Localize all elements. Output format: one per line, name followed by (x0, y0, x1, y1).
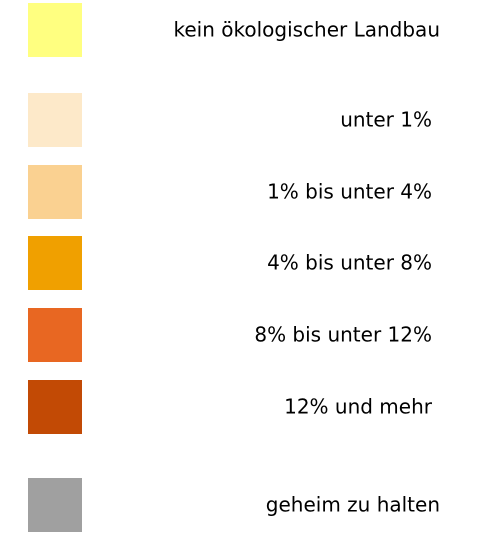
legend-label: 12% und mehr (284, 395, 433, 419)
legend-swatch (28, 236, 82, 290)
legend-label: 4% bis unter 8% (267, 251, 432, 275)
legend-label: 8% bis unter 12% (254, 323, 432, 347)
legend-swatch (28, 3, 82, 57)
legend-swatch (28, 165, 82, 219)
legend-label: 1% bis unter 4% (267, 180, 432, 204)
legend-swatch (28, 478, 82, 532)
legend-swatch (28, 93, 82, 147)
legend-swatch (28, 308, 82, 362)
legend-label: kein ökologischer Landbau (173, 18, 440, 42)
legend-label: unter 1% (340, 108, 432, 132)
legend-label: geheim zu halten (266, 493, 440, 517)
legend-swatch (28, 380, 82, 434)
